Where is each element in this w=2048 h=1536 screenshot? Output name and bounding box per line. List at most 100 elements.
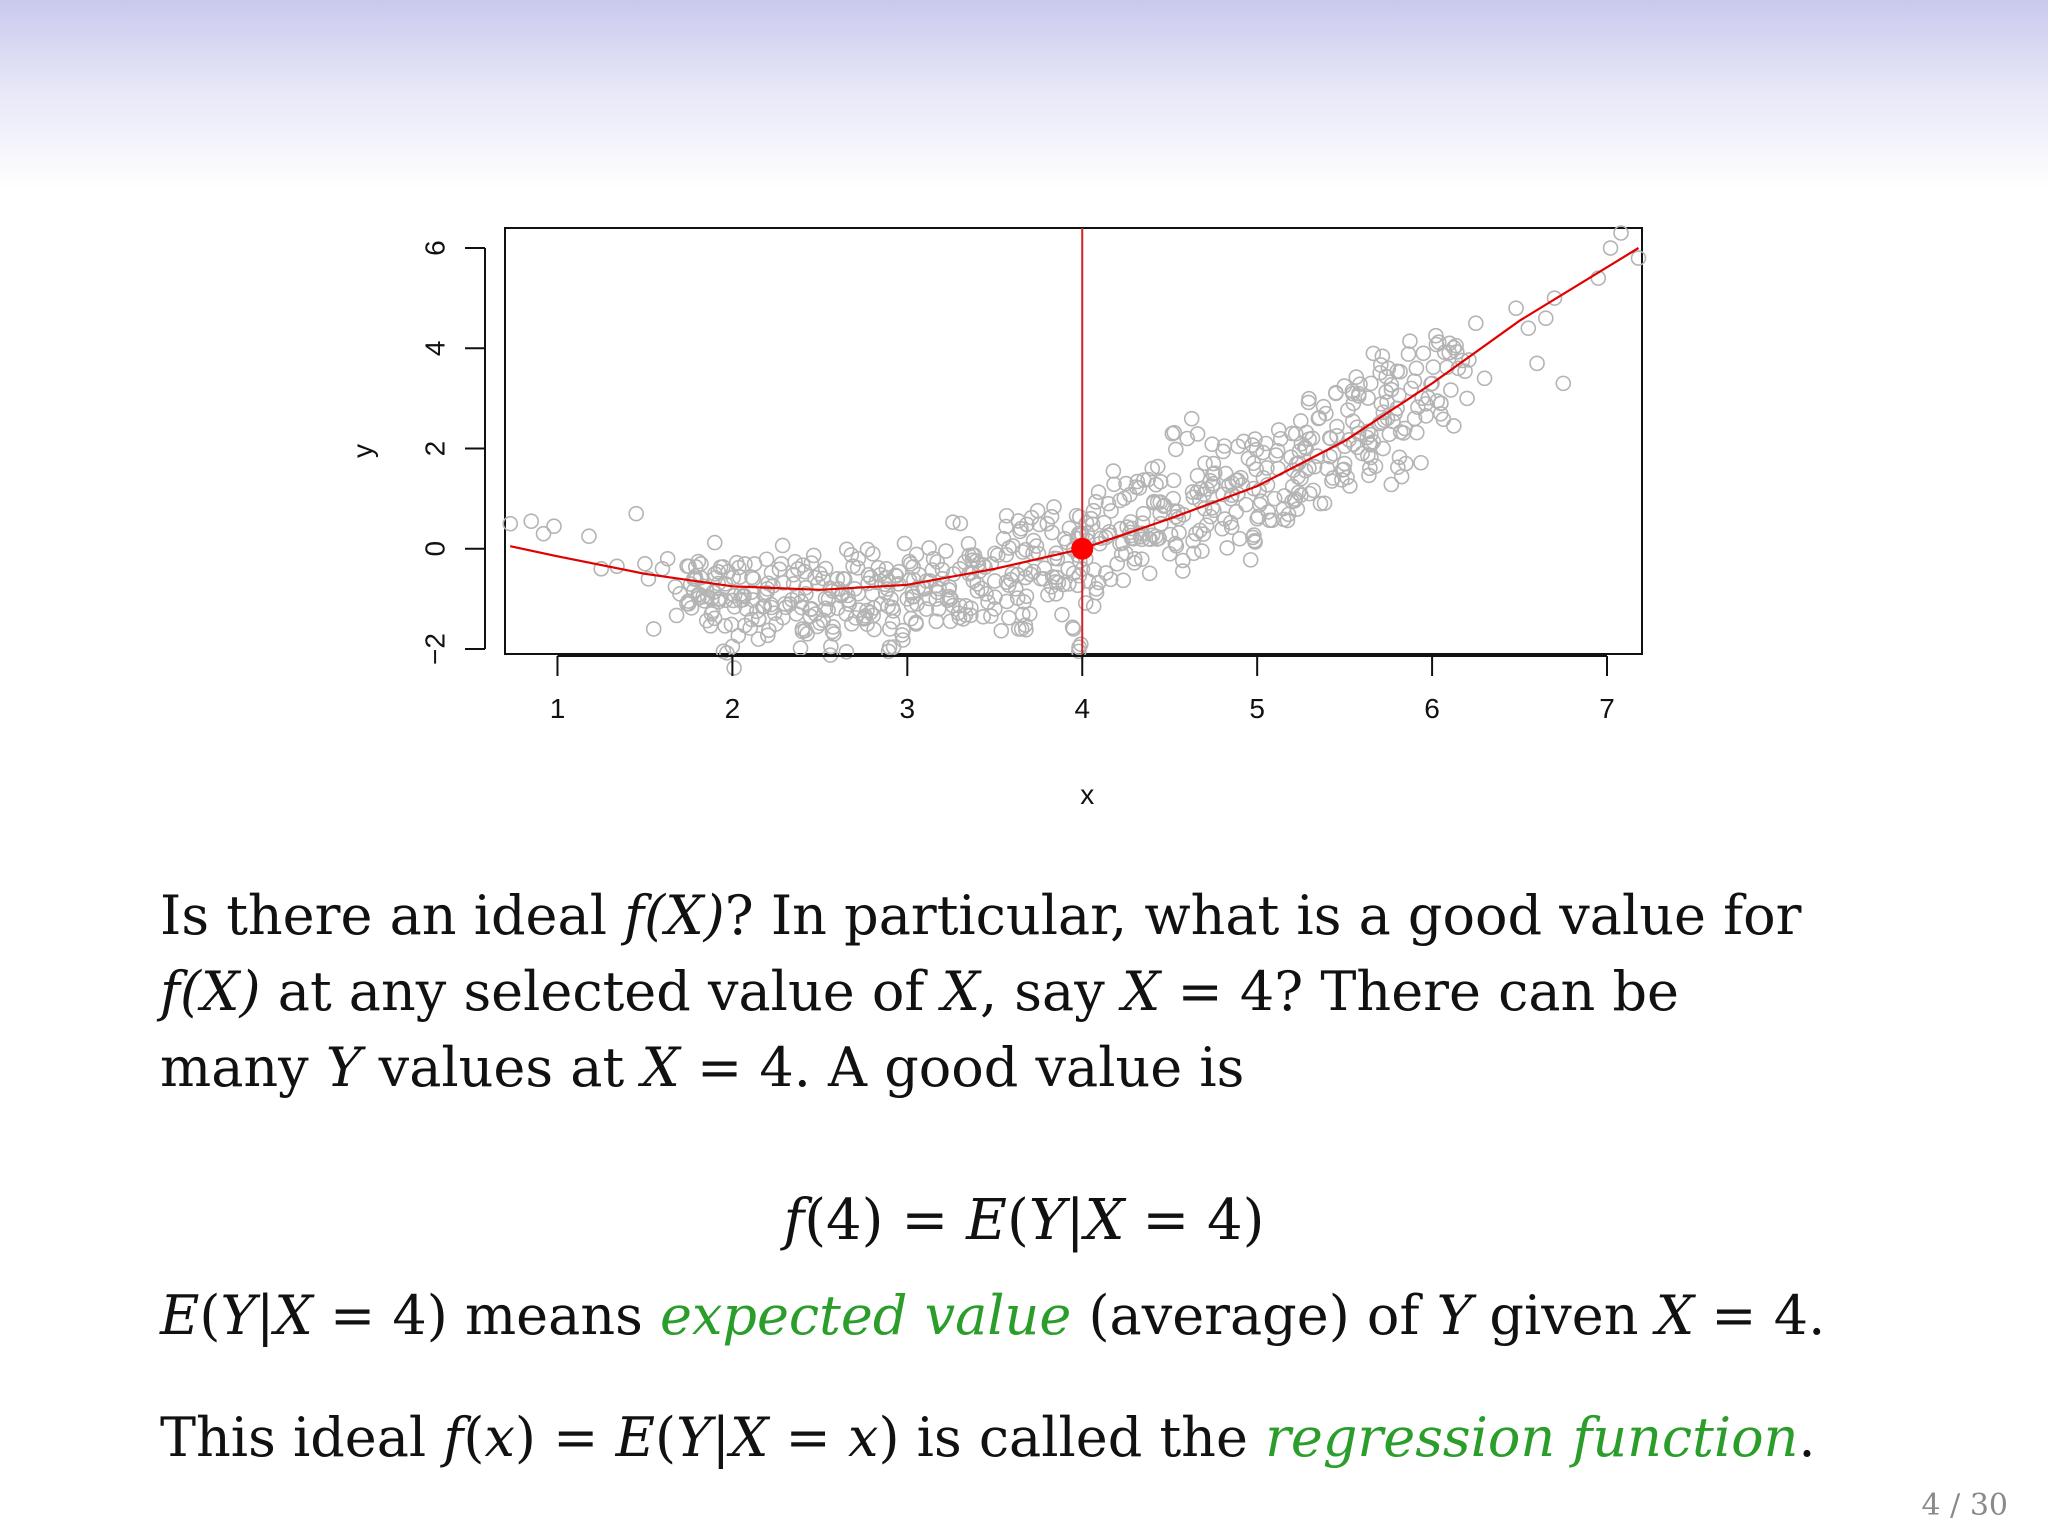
data-point (744, 569, 760, 586)
data-point (745, 571, 762, 587)
text-run: values at (361, 1036, 642, 1099)
scatter-plot: 1 2 3 4 5 6 7 −2 0 2 4 6 x y (347, 225, 1647, 810)
data-point (790, 561, 806, 577)
data-point (726, 587, 743, 604)
data-point (783, 591, 800, 608)
data-point (1064, 619, 1081, 636)
data-point (1202, 472, 1219, 489)
data-point (906, 572, 922, 588)
data-point (1090, 484, 1107, 500)
data-point (1197, 455, 1213, 471)
data-point (1100, 495, 1117, 512)
data-point (941, 588, 958, 605)
data-point (1266, 490, 1283, 507)
data-point (1264, 512, 1280, 529)
text-run: ( (199, 1284, 221, 1347)
data-point (1342, 478, 1358, 494)
data-point (1085, 502, 1102, 519)
data-point (628, 505, 644, 522)
data-point (1149, 458, 1166, 475)
math-fX: f(X) (160, 960, 261, 1023)
data-point (793, 593, 809, 610)
text-run: = 4. A good value is (679, 1036, 1245, 1099)
data-point (838, 643, 855, 660)
data-point (717, 618, 733, 634)
data-point (1085, 598, 1102, 615)
math-E: E (966, 1188, 1007, 1253)
data-point (1351, 385, 1367, 402)
text-run: ) = (514, 1406, 616, 1469)
data-point (1185, 489, 1202, 506)
data-point (829, 600, 846, 616)
data-point (1073, 636, 1089, 653)
paragraph-expected-value: E(Y|X = 4) means expected value (average… (160, 1278, 1920, 1354)
data-point (1363, 375, 1379, 392)
data-point (1270, 422, 1287, 438)
data-point (1022, 566, 1039, 582)
data-point (823, 638, 839, 655)
data-point (1290, 484, 1307, 501)
data-point (895, 622, 911, 639)
data-point (859, 541, 876, 558)
data-point (887, 567, 904, 584)
data-point (1468, 315, 1484, 332)
data-point (765, 578, 781, 594)
data-point (1014, 606, 1031, 623)
math-E: E (615, 1406, 655, 1469)
data-point (1408, 360, 1425, 377)
data-point (1329, 418, 1345, 435)
data-point (960, 535, 977, 552)
y-axis: −2 0 2 4 6 (419, 240, 486, 665)
data-point (1065, 565, 1082, 582)
highlight-point (1071, 537, 1094, 560)
x-axis: 1 2 3 4 5 6 7 (550, 655, 1615, 724)
x-tick-label: 1 (550, 693, 566, 724)
data-point (908, 546, 925, 563)
data-point (1413, 454, 1429, 471)
data-point (792, 640, 809, 656)
data-point (640, 571, 657, 587)
data-point (1247, 431, 1263, 447)
data-point (737, 556, 753, 572)
data-point (891, 563, 907, 580)
data-point (668, 607, 685, 624)
data-point (1189, 484, 1205, 501)
math-Y: Y (325, 1036, 362, 1099)
data-point (1309, 448, 1326, 464)
data-point (1242, 552, 1259, 568)
data-point (1165, 472, 1182, 489)
data-point (1443, 382, 1459, 398)
data-point (1391, 449, 1408, 466)
text-run: (4) = (804, 1188, 967, 1253)
math-X: X (1084, 1188, 1125, 1253)
data-point (1077, 595, 1094, 611)
math-E: E (160, 1284, 200, 1347)
data-point (862, 604, 879, 621)
data-point (1306, 458, 1323, 475)
data-point (761, 622, 777, 639)
data-point (1171, 524, 1187, 541)
data-point (975, 608, 991, 625)
text-run: | (1065, 1188, 1085, 1253)
data-point (1383, 476, 1400, 493)
data-point (1432, 406, 1449, 422)
data-point (775, 575, 792, 591)
data-point (710, 564, 726, 580)
data-point (1255, 444, 1271, 461)
data-point (1167, 441, 1184, 458)
data-point (1071, 643, 1087, 660)
x-tick-label: 5 (1249, 693, 1265, 724)
data-point (1537, 310, 1554, 327)
data-point (1454, 352, 1471, 369)
data-point (1001, 609, 1017, 626)
data-point (1423, 376, 1439, 392)
text-run: = 4) (1124, 1188, 1265, 1253)
data-point (1304, 430, 1321, 447)
data-point (1336, 461, 1352, 478)
paragraph-regression-function: This ideal f(x) = E(Y|X = x) is called t… (160, 1400, 1920, 1476)
slide-header-band (0, 0, 2048, 190)
data-point (706, 610, 723, 627)
data-point (812, 566, 828, 582)
data-point (1433, 395, 1449, 412)
data-point (1428, 327, 1444, 344)
